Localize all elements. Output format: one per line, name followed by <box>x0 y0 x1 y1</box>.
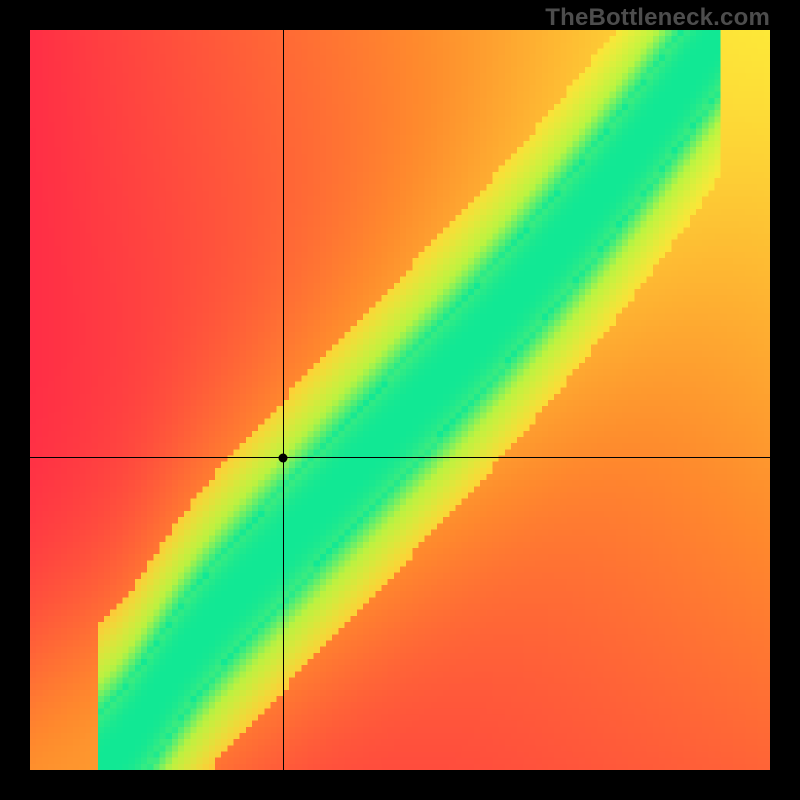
crosshair-horizontal <box>30 457 770 458</box>
crosshair-vertical <box>283 30 284 770</box>
bottleneck-heatmap <box>30 30 770 770</box>
crosshair-marker <box>279 453 288 462</box>
watermark-text: TheBottleneck.com <box>545 4 770 32</box>
